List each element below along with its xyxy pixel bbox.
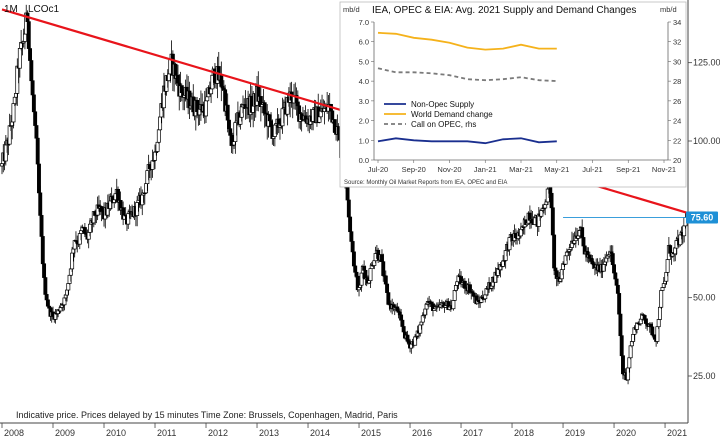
x-tick-label: 2013	[259, 428, 279, 438]
inset-y2-tick-label: 24	[673, 117, 681, 126]
inset-y2-tick-label: 22	[673, 136, 681, 145]
inset-x-tick-label: Nov-20	[437, 165, 461, 174]
x-tick-label: 2016	[412, 428, 432, 438]
candle-body	[88, 223, 92, 233]
inset-y2-tick-label: 30	[673, 57, 681, 66]
inset-x-tick-label: Jul-20	[368, 165, 388, 174]
candle-body	[659, 290, 664, 308]
inset-series-line-1	[377, 31, 557, 51]
candle-body	[11, 103, 16, 123]
candles-group	[0, 4, 688, 385]
candle-body	[209, 88, 214, 95]
x-tick-label: 2020	[616, 428, 636, 438]
inset-y-tick-label: 2.0	[359, 117, 369, 126]
header: 1M LCOc1	[4, 4, 60, 15]
footer-note: Indicative price. Prices delayed by 15 m…	[16, 410, 398, 420]
candle-body	[619, 335, 624, 357]
inset-y2label: mb/d	[660, 5, 677, 14]
inset-x-tick-label: Jul-21	[582, 165, 602, 174]
inset-y2-tick-label: 32	[673, 38, 681, 47]
inset-y-tick-label: 5.0	[359, 57, 369, 66]
inset-ylabel: mb/d	[343, 5, 360, 14]
inset-x-ticks: Jul-20 Sep-20 Nov-20 Jan-21 Mar-21 May-21 Jul-…	[368, 160, 676, 174]
candle-body	[204, 100, 208, 117]
inset-x-tick-label: Jan-21	[474, 165, 497, 174]
inset-y2-tick-label: 28	[673, 77, 681, 86]
inset-background	[339, 1, 687, 188]
inset-y-tick-label: 4.0	[359, 77, 369, 86]
y-tick-label: 100.00	[693, 136, 720, 146]
inset-y2-tick-label: 20	[673, 156, 681, 165]
x-tick-label: 2014	[310, 428, 330, 438]
inset-x-tick-label: Nov-21	[652, 165, 676, 174]
candle-body	[552, 234, 557, 269]
candle-body	[401, 326, 406, 333]
inset-source: Source: Monthly Oil Market Reports from …	[344, 180, 507, 186]
x-axis-ticks: 2008 2009 2010 2011 2012 2013 2014 2015 2016 2017…	[1, 423, 687, 438]
candle-body	[156, 129, 161, 143]
candle-body	[295, 101, 300, 107]
legend-label: Call on OPEC, rhs	[411, 120, 476, 129]
inset-y2-ticks: 20 22 24 26 28 30 32 34	[668, 18, 681, 165]
price-label-text: 75.60	[691, 212, 714, 222]
x-tick-label: 2018	[514, 428, 534, 438]
inset-y-tick-label: 7.0	[359, 18, 369, 27]
x-tick-label: 2009	[55, 428, 75, 438]
inset-y-tick-label: 3.0	[359, 97, 369, 106]
x-tick-label: 2017	[463, 428, 483, 438]
candle-body	[610, 253, 615, 266]
candle-body	[628, 345, 633, 359]
legend-label: World Demand change	[411, 110, 493, 119]
inset-series-group	[377, 31, 557, 145]
candle-body	[665, 259, 670, 273]
price-label-badge	[686, 211, 718, 224]
x-tick-label: 2012	[208, 428, 228, 438]
x-tick-label: 2015	[361, 428, 381, 438]
candle-body	[657, 306, 662, 320]
x-tick-label: 2010	[106, 428, 126, 438]
candle-body	[587, 254, 592, 259]
candle-body	[23, 33, 27, 42]
inset-chart: IEA, OPEC & EIA: Avg. 2021 Supply and De…	[339, 1, 687, 188]
x-tick-label: 2019	[565, 428, 585, 438]
price-label: 75.60	[686, 211, 718, 224]
candle-body	[483, 294, 488, 300]
x-tick-label: 2011	[157, 428, 176, 438]
inset-y2-tick-label: 34	[673, 18, 681, 27]
candle-body	[17, 48, 22, 69]
inset-series-line-2	[377, 67, 557, 82]
inset-x-tick-label: May-21	[544, 165, 569, 174]
candle-body	[205, 96, 210, 102]
inset-x-tick-label: Sep-21	[616, 165, 640, 174]
inset-y-tick-label: 6.0	[359, 38, 369, 47]
candle-body	[368, 268, 373, 282]
inset-y-ticks: 0.0 1.0 2.0 3.0 4.0 5.0 6.0 7.0	[359, 18, 374, 165]
inset-y2-tick-label: 26	[673, 97, 681, 106]
y-tick-label: 125.00	[693, 58, 720, 68]
legend-label: Non-Opec Supply	[411, 100, 474, 109]
candle-body	[660, 287, 665, 291]
inset-title: IEA, OPEC & EIA: Avg. 2021 Supply and De…	[372, 5, 636, 16]
inset-y-tick-label: 0.0	[359, 156, 369, 165]
y-tick-label: 25.00	[693, 371, 716, 381]
interval-label[interactable]: 1M	[4, 4, 18, 15]
inset-y-tick-label: 1.0	[359, 136, 369, 145]
x-tick-label: 2021	[667, 428, 687, 438]
inset-series-line-0	[377, 137, 557, 145]
inset-x-tick-label: Sep-20	[402, 165, 426, 174]
candle-body	[580, 227, 585, 238]
candle-body	[383, 275, 388, 285]
symbol-label[interactable]: LCOc1	[28, 4, 60, 15]
candle-body	[26, 21, 31, 49]
candle-body	[150, 160, 155, 170]
candle-body	[451, 300, 456, 310]
y-tick-label: 50.00	[693, 293, 716, 303]
x-tick-label: 2008	[4, 428, 24, 438]
candle-body	[656, 319, 661, 328]
candle-body	[351, 251, 356, 267]
inset-x-tick-label: Mar-21	[509, 165, 533, 174]
